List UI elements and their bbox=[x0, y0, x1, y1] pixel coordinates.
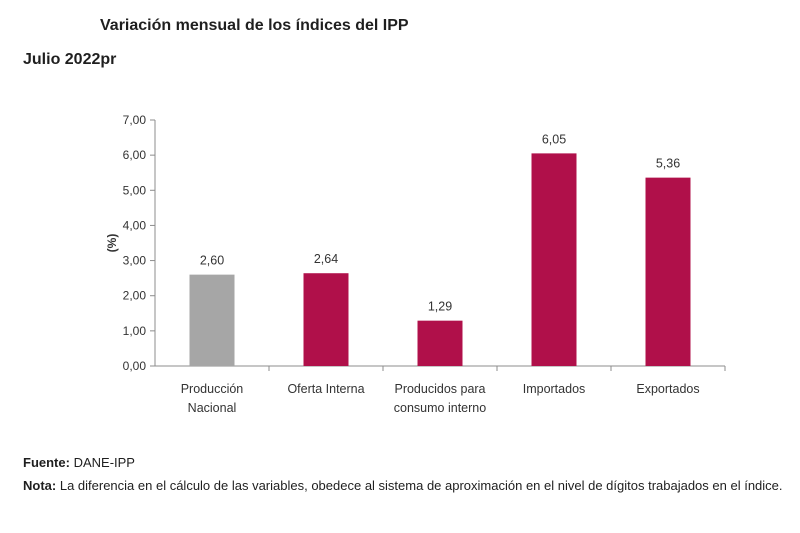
bar bbox=[303, 273, 349, 366]
x-category-label: Importados bbox=[523, 382, 586, 396]
note-label: Nota: bbox=[23, 478, 57, 493]
source-line: Fuente: DANE-IPP bbox=[23, 451, 783, 474]
x-category-label: consumo interno bbox=[394, 401, 486, 415]
bar bbox=[531, 153, 577, 366]
y-tick-label: 7,00 bbox=[123, 113, 147, 127]
y-axis-title: (%) bbox=[105, 234, 119, 253]
x-category-label: Producidos para bbox=[394, 382, 485, 396]
y-tick-label: 4,00 bbox=[123, 218, 147, 232]
source-text: DANE-IPP bbox=[73, 455, 135, 470]
note-line: Nota: La diferencia en el cálculo de las… bbox=[23, 474, 783, 497]
x-category-label: Exportados bbox=[636, 382, 699, 396]
y-tick-label: 1,00 bbox=[123, 324, 147, 338]
chart-title: Variación mensual de los índices del IPP bbox=[100, 17, 409, 34]
bar-value-label: 6,05 bbox=[542, 132, 566, 146]
chart-subtitle: Julio 2022pr bbox=[23, 51, 117, 68]
note-text: La diferencia en el cálculo de las varia… bbox=[59, 478, 783, 493]
y-tick-label: 2,00 bbox=[123, 289, 147, 303]
bar-value-label: 2,60 bbox=[200, 254, 224, 268]
bar bbox=[189, 274, 235, 366]
x-category-label: Producción bbox=[181, 382, 244, 396]
bar bbox=[645, 177, 691, 366]
bar-chart: 0,00 1,00 2,00 3,00 4,00 5,00 6,00 7,00 (%) 2,60 P… bbox=[105, 113, 726, 415]
footer: Fuente: DANE-IPP Nota: La diferencia en … bbox=[23, 451, 783, 497]
y-tick-label: 3,00 bbox=[123, 254, 147, 268]
y-tick-label: 5,00 bbox=[123, 183, 147, 197]
source-label: Fuente: bbox=[23, 455, 70, 470]
x-category-label: Nacional bbox=[188, 401, 237, 415]
bar-value-label: 1,29 bbox=[428, 300, 452, 314]
y-tick-label: 0,00 bbox=[123, 359, 147, 373]
x-category-label: Oferta Interna bbox=[287, 382, 364, 396]
bar-value-label: 2,64 bbox=[314, 252, 338, 266]
y-tick-label: 6,00 bbox=[123, 148, 147, 162]
bar-value-label: 5,36 bbox=[656, 157, 680, 171]
bar bbox=[417, 320, 463, 366]
